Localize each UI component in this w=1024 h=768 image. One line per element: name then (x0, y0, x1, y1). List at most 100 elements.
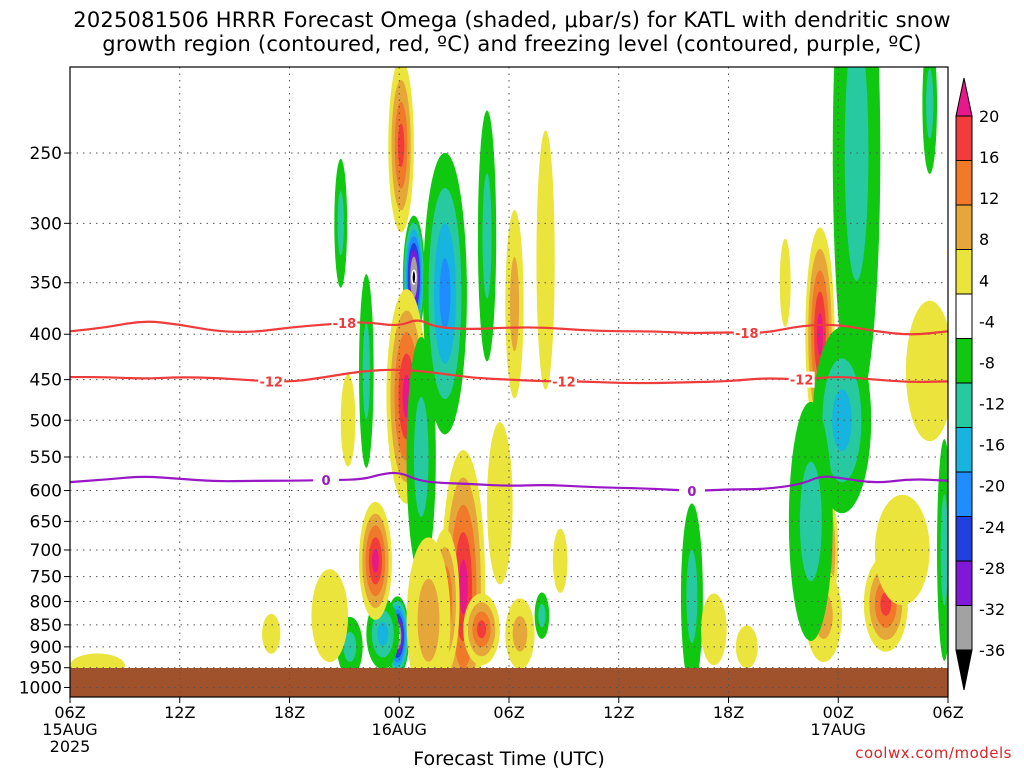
y-tick-label: 250 (30, 144, 62, 164)
y-tick-label: 700 (30, 541, 62, 561)
x-tick-label: 06Z (54, 703, 85, 722)
colorbar-label: -4 (979, 312, 995, 331)
chart-title: 2025081506 HRRR Forecast Omega (shaded, … (0, 8, 1024, 56)
contour-label-bg (550, 373, 577, 390)
contour-label-bg (678, 483, 705, 500)
contour-label: -18 (735, 327, 759, 342)
omega-cell (552, 528, 568, 593)
colorbar-label: -36 (979, 641, 1005, 660)
omega-shade-level (799, 461, 822, 582)
omega-cell (505, 209, 524, 399)
omega-cell (388, 67, 414, 233)
contour-line (70, 368, 948, 385)
chart-title-line-1: 2025081506 HRRR Forecast Omega (shaded, … (73, 8, 951, 32)
omega-shade-level (476, 620, 487, 639)
omega-cell (922, 67, 938, 175)
contour-label: 0 (687, 485, 696, 500)
y-tick-label: 650 (30, 512, 62, 532)
omega-shade-level (844, 67, 869, 281)
omega-cell (905, 300, 948, 442)
y-tick-label: 300 (30, 214, 62, 234)
omega-shade-level (905, 300, 948, 442)
omega-cell (262, 613, 281, 654)
omega-shade-level (458, 559, 468, 615)
colorbar-bin (955, 605, 973, 651)
y-tick-label: 550 (30, 448, 62, 468)
y-tick-label: 950 (30, 659, 62, 679)
x-tick-label: 06Z (493, 703, 524, 722)
colorbar-bin (955, 115, 973, 161)
contour-label: 0 (322, 474, 331, 489)
omega-shade-level (397, 123, 405, 167)
y-tick-label: 600 (30, 482, 62, 502)
omega-cell (832, 67, 881, 409)
colorbar-bin (955, 160, 973, 206)
omega-shade-level (262, 613, 281, 654)
y-tick-label: 900 (30, 638, 62, 658)
colorbar-bin (955, 649, 973, 691)
omega-shade-level (482, 173, 492, 299)
colorbar-bin (955, 249, 973, 295)
omega-cell (463, 593, 500, 666)
contour-label: -12 (259, 375, 283, 390)
contour-label-bg (733, 324, 760, 341)
y-tick-label: 850 (30, 616, 62, 636)
contour-label: -18 (333, 317, 357, 332)
x-axis-label: Forecast Time (UTC) (413, 748, 604, 768)
omega-cell (487, 422, 513, 585)
colorbar-label: -24 (979, 518, 1005, 537)
omega-shade-level (311, 569, 349, 663)
omega-shade-level (411, 269, 417, 285)
contour-line (70, 319, 948, 336)
contour-line (70, 471, 948, 492)
colorbar-label: 16 (979, 148, 999, 167)
colorbar-label: -12 (979, 395, 1005, 414)
omega-shade-level (686, 550, 698, 644)
y-tick-label: 750 (30, 568, 62, 588)
x-tick-date-label: 15AUG (42, 720, 97, 739)
omega-shade-level (512, 616, 528, 652)
colorbar-label: -32 (979, 600, 1005, 619)
colorbar-label: -20 (979, 477, 1005, 496)
colorbar-label: 12 (979, 189, 999, 208)
colorbar-label: 4 (979, 271, 989, 290)
colorbar-label: 20 (979, 107, 999, 126)
colorbar-label: 8 (979, 230, 989, 249)
omega-cell (680, 503, 703, 690)
contour-label-bg (313, 472, 340, 489)
contour--18: -18 -18 (70, 314, 948, 342)
omega-cell (788, 401, 833, 641)
x-tick-label: 18Z (713, 703, 744, 722)
contour-label: -12 (790, 374, 814, 389)
omega-cell (359, 501, 392, 620)
contour-label-bg (788, 371, 815, 388)
x-tick-date-label: 17AUG (811, 720, 866, 739)
omega-shade-level (377, 621, 389, 646)
omega-shade-level (817, 312, 823, 356)
contour-label-bg (331, 314, 358, 331)
omega-shade-level (940, 494, 948, 606)
colorbar-bin (955, 338, 973, 384)
contour-0: 00 (70, 471, 948, 500)
contour-label: -12 (552, 375, 576, 390)
colorbar-bin (955, 293, 973, 339)
colorbar-label: -8 (979, 353, 995, 372)
x-tick-label: 12Z (603, 703, 634, 722)
y-tick-label: 400 (30, 325, 62, 345)
colorbar-bin (955, 516, 973, 562)
omega-cell (340, 373, 356, 467)
omega-shading (70, 67, 948, 697)
omega-shade-level (832, 389, 852, 452)
omega-shade-level (880, 591, 892, 616)
x-tick-date-label: 16AUG (372, 720, 427, 739)
omega-shade-level (701, 593, 727, 666)
colorbar-label: -16 (979, 436, 1005, 455)
x-tick-label: 12Z (164, 703, 195, 722)
omega-cell (534, 592, 550, 639)
omega-shade-level (552, 528, 568, 593)
colorbar-bin (955, 204, 973, 250)
y-tick-label: 800 (30, 592, 62, 612)
omega-cell (311, 569, 349, 663)
